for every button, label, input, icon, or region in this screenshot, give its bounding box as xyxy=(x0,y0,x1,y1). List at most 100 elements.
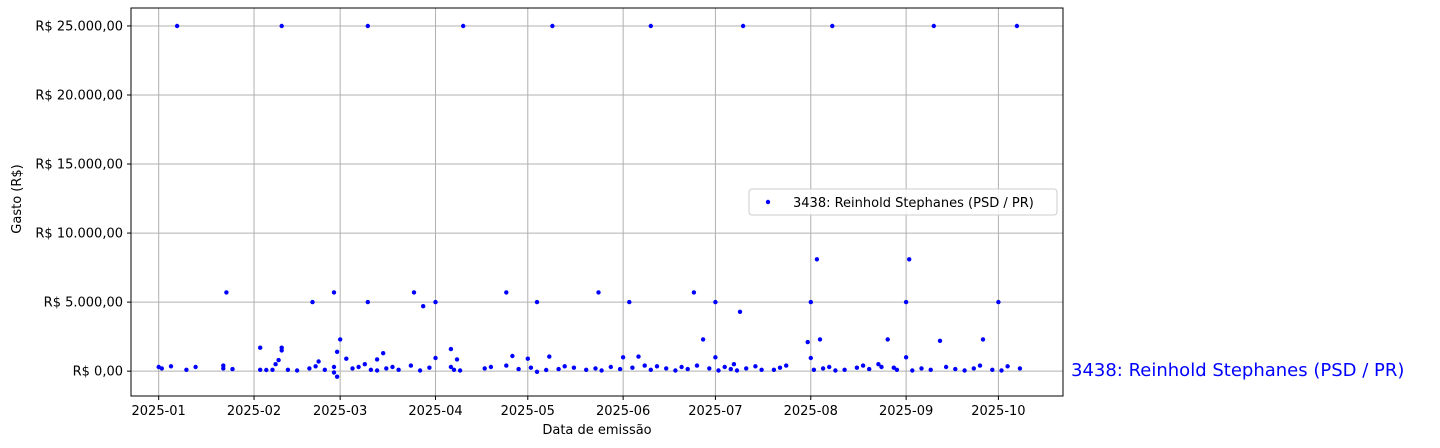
data-point xyxy=(550,23,555,29)
data-point xyxy=(814,257,820,262)
data-point xyxy=(334,374,340,379)
data-point xyxy=(713,299,718,305)
data-point xyxy=(461,23,466,29)
x-tick-label: 2025-02 xyxy=(227,404,281,419)
data-point xyxy=(344,356,349,361)
data-point xyxy=(630,365,635,370)
data-point xyxy=(707,366,712,371)
data-point xyxy=(230,366,235,372)
data-point xyxy=(534,369,540,374)
data-point xyxy=(753,364,758,369)
data-point xyxy=(350,366,355,371)
data-point xyxy=(885,337,890,342)
data-point xyxy=(722,364,727,370)
data-point xyxy=(784,363,789,368)
data-point xyxy=(596,290,601,295)
data-point xyxy=(805,339,810,345)
data-point xyxy=(168,364,174,369)
data-point xyxy=(279,23,284,29)
data-point xyxy=(221,366,226,371)
data-point xyxy=(1017,366,1023,371)
data-point xyxy=(903,355,909,360)
data-point xyxy=(879,364,884,370)
data-point xyxy=(264,367,269,373)
data-point xyxy=(322,367,327,372)
data-point xyxy=(996,299,1001,305)
y-tick-label: R$ 5.000,00 xyxy=(44,296,123,311)
data-point xyxy=(919,366,924,371)
data-point xyxy=(504,290,509,295)
x-axis-label: Data de emissão xyxy=(542,423,651,438)
data-point xyxy=(962,368,967,373)
data-point xyxy=(331,290,337,295)
data-point xyxy=(174,23,180,29)
data-point xyxy=(737,309,743,314)
data-point xyxy=(408,363,414,368)
data-point xyxy=(617,366,623,372)
data-point xyxy=(184,367,189,372)
data-point xyxy=(937,338,943,343)
x-tick-label: 2025-04 xyxy=(408,404,462,419)
x-tick-label: 2025-09 xyxy=(879,404,933,419)
data-point xyxy=(808,355,813,361)
x-tick-label: 2025-06 xyxy=(596,404,650,419)
data-point xyxy=(482,366,487,371)
data-point xyxy=(854,365,860,370)
data-point xyxy=(294,368,300,373)
data-point xyxy=(673,368,678,373)
x-tick-label: 2025-10 xyxy=(971,404,1025,419)
data-point xyxy=(1005,364,1010,369)
x-axis-ticks: 2025-01 2025-02 2025-03 2025-04 2025-05 2025-… xyxy=(132,396,1026,419)
data-point xyxy=(648,367,653,372)
data-point xyxy=(307,366,312,371)
data-point xyxy=(384,366,389,371)
data-point xyxy=(713,355,718,360)
data-point xyxy=(510,353,515,359)
data-point xyxy=(599,368,604,373)
data-point xyxy=(285,367,291,372)
data-point xyxy=(928,367,933,372)
data-point xyxy=(273,362,278,367)
data-point xyxy=(907,257,912,262)
data-point xyxy=(728,366,733,372)
data-point xyxy=(648,23,653,29)
legend: 3438: Reinhold Stephanes (PSD / PR) xyxy=(748,188,1058,216)
data-point xyxy=(556,366,561,372)
y-tick-label: R$ 20.000,00 xyxy=(35,88,123,103)
x-tick-label: 2025-07 xyxy=(688,404,742,419)
data-point xyxy=(451,367,457,372)
data-point xyxy=(931,23,936,29)
data-point xyxy=(374,357,380,362)
data-point xyxy=(664,366,669,371)
data-point xyxy=(894,367,900,372)
data-point xyxy=(903,299,909,305)
data-point xyxy=(193,364,198,370)
data-point xyxy=(547,354,552,359)
data-point xyxy=(270,367,275,372)
data-point xyxy=(593,366,598,371)
y-axis-label: Gasto (R$) xyxy=(10,164,25,233)
data-point xyxy=(396,367,401,372)
data-point xyxy=(817,337,823,342)
data-point xyxy=(999,368,1004,373)
data-point xyxy=(679,364,684,370)
y-tick-label: R$ 0,00 xyxy=(73,365,123,380)
data-point xyxy=(759,367,764,372)
data-point xyxy=(374,368,380,373)
x-tick-label: 2025-03 xyxy=(313,404,367,419)
data-point xyxy=(365,299,370,305)
data-point xyxy=(627,299,632,305)
data-point xyxy=(448,346,454,352)
data-point xyxy=(224,290,229,295)
data-point xyxy=(528,365,534,370)
y-tick-label: R$ 25.000,00 xyxy=(35,19,123,34)
data-point xyxy=(334,349,340,354)
data-point xyxy=(417,368,423,373)
data-point xyxy=(971,366,976,371)
data-point xyxy=(654,364,660,369)
data-point xyxy=(362,362,367,367)
data-point xyxy=(636,354,641,359)
data-point xyxy=(1014,23,1020,29)
data-point xyxy=(316,359,321,364)
data-point xyxy=(953,366,958,372)
